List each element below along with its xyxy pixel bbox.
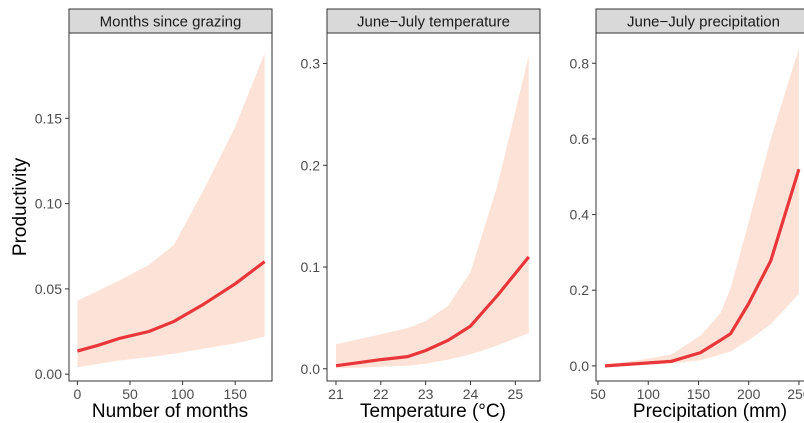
y-tick-label: 0.1: [301, 259, 321, 275]
x-tick-label: 100: [637, 386, 661, 402]
x-tick-label: 50: [122, 386, 138, 402]
y-axis-title: Productivity: [10, 157, 31, 256]
fitted-line: [335, 255, 531, 368]
x-tick-label: 50: [590, 386, 606, 402]
facet-strip-title: June−July temperature: [357, 14, 510, 31]
y-tick-label: 0.10: [35, 196, 62, 212]
facet-strip-title: Months since grazing: [100, 14, 242, 31]
x-tick-label: 0: [74, 386, 82, 402]
y-tick-label: 0.2: [301, 157, 321, 173]
panel-2: June−July temperature 0.0 0.1 0.2 0.3 21 22 23 2…: [301, 8, 541, 422]
panel-1: Months since grazing 0.00 0.05 0.10 0.15 0 50 1…: [35, 8, 273, 422]
plot-area: [604, 48, 801, 368]
facet-strip: [326, 8, 541, 34]
x-axis-title: Temperature (°C): [360, 401, 506, 422]
y-tick-label: 0.00: [35, 366, 62, 382]
confidence-band: [336, 55, 529, 369]
x-tick-label: 150: [687, 386, 711, 402]
y-tick-label: 0.15: [35, 110, 62, 126]
x-tick-label: 24: [463, 386, 479, 402]
facet-strip-title: June−July precipitation: [627, 14, 780, 31]
y-tick-label: 0.2: [570, 282, 590, 298]
facet-strip: [595, 8, 804, 34]
x-axis-title: Precipitation (mm): [633, 401, 787, 422]
y-tick-label: 0.6: [570, 131, 590, 147]
x-tick-label: 150: [224, 386, 248, 402]
confidence-band: [605, 48, 799, 366]
y-tick-label: 0.05: [35, 281, 62, 297]
x-tick-label: 21: [328, 386, 344, 402]
fitted-line: [604, 168, 801, 368]
x-tick-label: 23: [418, 386, 434, 402]
fitted-line: [76, 260, 266, 353]
panel-3: June−July precipitation 0.0 0.2 0.4 0.6 0.8 50…: [570, 8, 804, 422]
x-tick-label: 200: [737, 386, 761, 402]
plot-area: [335, 55, 531, 369]
facet-strip: [68, 8, 273, 34]
x-tick-label: 250: [787, 386, 804, 402]
x-axis-title: Number of months: [92, 401, 248, 422]
x-tick-label: 100: [171, 386, 195, 402]
x-tick-label: 22: [373, 386, 389, 402]
plot-area: [76, 53, 266, 368]
x-tick-label: 25: [508, 386, 524, 402]
y-tick-label: 0.3: [301, 56, 321, 72]
y-tick-label: 0.4: [570, 207, 590, 223]
y-tick-label: 0.0: [570, 358, 590, 374]
confidence-band: [77, 53, 265, 368]
y-tick-label: 0.8: [570, 55, 590, 71]
y-tick-label: 0.0: [301, 361, 321, 377]
